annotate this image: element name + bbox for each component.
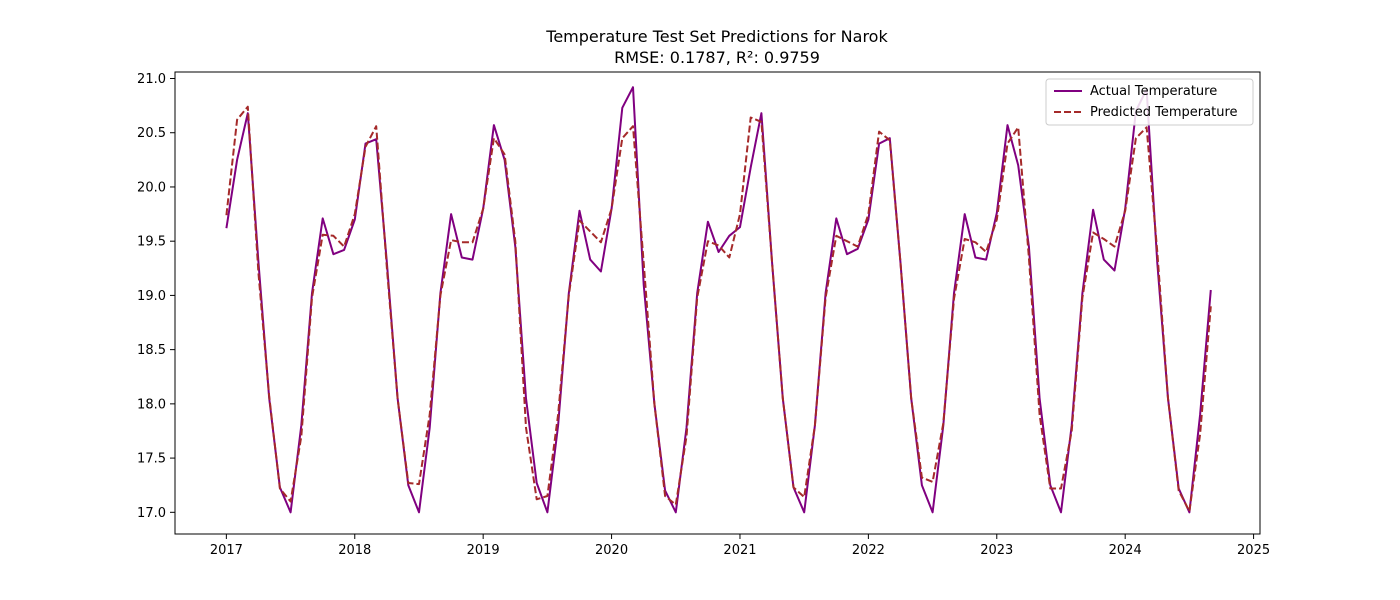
x-tick-label: 2020 bbox=[595, 543, 628, 558]
x-tick-label: 2018 bbox=[338, 543, 371, 558]
x-tick-label: 2024 bbox=[1109, 543, 1142, 558]
x-tick-label: 2022 bbox=[852, 543, 885, 558]
y-tick-label: 17.0 bbox=[137, 506, 166, 521]
y-tick-label: 21.0 bbox=[137, 72, 166, 87]
x-tick-label: 2021 bbox=[723, 543, 756, 558]
y-tick-label: 19.0 bbox=[137, 289, 166, 304]
plot-lines bbox=[225, 86, 1212, 514]
series-line-1 bbox=[225, 105, 1212, 513]
y-tick-label: 17.5 bbox=[137, 452, 166, 467]
y-tick-label: 18.0 bbox=[137, 397, 166, 412]
chart-subtitle: RMSE: 0.1787, R²: 0.9759 bbox=[614, 48, 820, 67]
x-tick-label: 2017 bbox=[210, 543, 243, 558]
y-axis: 17.0 17.5 18.0 18.5 19.0 19.5 20.0 20.5 21.0 bbox=[137, 72, 175, 521]
x-tick-label: 2025 bbox=[1237, 543, 1270, 558]
x-tick-label: 2023 bbox=[980, 543, 1013, 558]
y-tick-label: 20.5 bbox=[137, 126, 166, 141]
y-tick-label: 20.0 bbox=[137, 180, 166, 195]
legend-box bbox=[1045, 78, 1254, 126]
plot-frame bbox=[174, 71, 1261, 535]
y-tick-label: 18.5 bbox=[137, 343, 166, 358]
x-tick-label: 2019 bbox=[467, 543, 500, 558]
x-axis: 2017 2018 2019 2020 2021 2022 2023 2024 2025 bbox=[210, 534, 1270, 558]
legend-label-predicted: Predicted Temperature bbox=[1090, 105, 1238, 120]
legend-label-actual: Actual Temperature bbox=[1090, 84, 1217, 99]
y-tick-label: 19.5 bbox=[137, 235, 166, 250]
legend: Actual Temperature Predicted Temperature bbox=[1045, 78, 1254, 126]
chart-title: Temperature Test Set Predictions for Nar… bbox=[545, 27, 888, 46]
series-line-0 bbox=[225, 86, 1212, 514]
